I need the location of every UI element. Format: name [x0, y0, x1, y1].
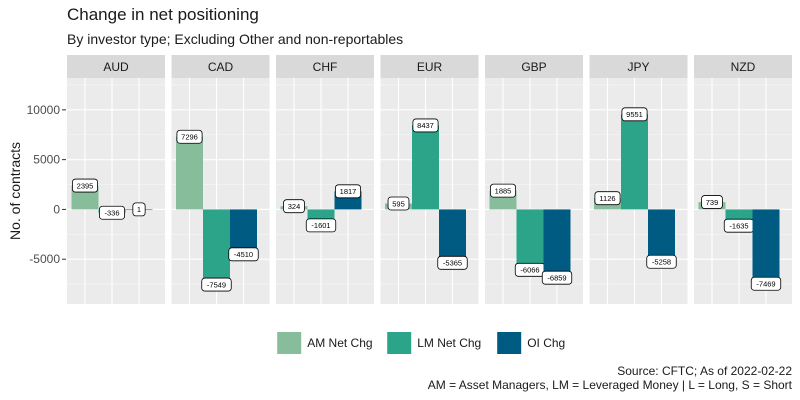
- data-label: 1126: [599, 194, 615, 203]
- facet-strip-label: NZD: [731, 60, 756, 74]
- data-label: -4510: [234, 250, 253, 259]
- data-label: 1885: [495, 186, 512, 195]
- data-label: 9551: [626, 110, 643, 119]
- data-label-box: [305, 218, 337, 233]
- facet-strip: [171, 55, 270, 78]
- data-label-box: [132, 202, 146, 217]
- bar-am-net-chg: [176, 136, 203, 210]
- y-tick-label: -5000: [29, 252, 60, 266]
- y-tick-label: 0: [53, 202, 60, 216]
- abbreviation-note: AM = Asset Managers, LM = Leveraged Mone…: [427, 378, 792, 392]
- facet-strip: [485, 55, 583, 78]
- data-label: 1: [137, 205, 141, 214]
- data-label: -1635: [729, 221, 748, 230]
- data-label-box: [412, 118, 439, 133]
- facet-strip: [380, 55, 479, 78]
- facet-strip: [694, 55, 792, 78]
- y-axis-title: No. of contracts: [7, 142, 23, 240]
- data-label: 8437: [417, 121, 434, 130]
- bar-lm-net-chg: [412, 125, 439, 210]
- data-label-box: [228, 247, 259, 262]
- data-label-box: [541, 270, 573, 285]
- data-label-box: [646, 254, 677, 269]
- facet-strip-label: AUD: [103, 60, 129, 74]
- data-label: -7549: [207, 280, 226, 289]
- chart-caption: Source: CFTC; As of 2022-02-22 AM = Asse…: [428, 364, 792, 392]
- chart-subtitle: By investor type; Excluding Other and no…: [67, 31, 404, 47]
- data-label: 324: [288, 202, 301, 211]
- facet-strip-label: EUR: [417, 60, 443, 74]
- bar-oi-chg: [439, 209, 466, 263]
- data-label-box: [621, 107, 648, 122]
- legend: AM Net Chg LM Net Chg OI Chg: [277, 332, 565, 354]
- bar-oi-chg: [543, 209, 571, 278]
- facet-strip: [589, 55, 688, 78]
- data-label: -1601: [311, 221, 330, 230]
- data-label: 595: [392, 199, 405, 208]
- data-label: 7296: [181, 133, 198, 142]
- data-label-box: [387, 196, 410, 211]
- legend-label: LM Net Chg: [417, 336, 481, 350]
- facet-strip-label: CAD: [208, 60, 234, 74]
- data-label: -336: [104, 209, 119, 218]
- data-label: -7469: [756, 280, 775, 289]
- facet-panel-eur: EUR 595 8437 -5365: [380, 55, 479, 304]
- facet-strip: [276, 55, 374, 78]
- facet-panel-nzd: NZD 739 -1635 -7469: [694, 55, 792, 304]
- y-tick-label: 5000: [33, 153, 60, 167]
- data-label: 2395: [77, 181, 94, 190]
- chart-title: Change in net positioning: [67, 5, 259, 24]
- facet-strip-label: CHF: [313, 60, 338, 74]
- legend-label: AM Net Chg: [307, 336, 372, 350]
- data-label: -5365: [443, 259, 462, 268]
- legend-swatch: [497, 332, 522, 354]
- data-label-box: [99, 205, 126, 220]
- facet-strip-label: JPY: [627, 60, 649, 74]
- data-label: -5258: [652, 258, 671, 267]
- data-label: 739: [706, 198, 719, 207]
- source-note: Source: CFTC; As of 2022-02-22: [617, 364, 792, 378]
- bar-lm-net-chg: [203, 209, 230, 285]
- bar-oi-chg: [752, 209, 780, 284]
- facet-panel-gbp: GBP 1885 -6066 -6859: [485, 55, 583, 304]
- facet-strip: [67, 55, 165, 78]
- facet-panel-jpy: JPY 1126 9551 -5258: [589, 55, 688, 304]
- data-label-box: [72, 178, 99, 193]
- data-label-box: [201, 277, 232, 292]
- y-tick-label: 10000: [27, 103, 61, 117]
- bar-oi-chg: [230, 209, 257, 255]
- data-label: 1817: [340, 187, 357, 196]
- data-label-box: [334, 184, 361, 199]
- data-label-box: [701, 195, 723, 209]
- data-label-box: [750, 276, 782, 291]
- facet-panel-aud: AUD 2395 -336 1: [67, 55, 165, 304]
- facet-strip-label: GBP: [521, 60, 546, 74]
- legend-label: OI Chg: [527, 336, 565, 350]
- bar-oi-chg: [648, 209, 675, 262]
- bar-lm-net-chg: [621, 114, 648, 210]
- facet-panel-cad: CAD 7296 -7549 -4510: [171, 55, 270, 304]
- facet-panel-chf: CHF 324 -1601 1817: [276, 55, 374, 304]
- legend-swatch: [387, 332, 412, 354]
- data-label-box: [594, 191, 621, 206]
- data-label-box: [437, 255, 468, 270]
- data-label: -6066: [520, 266, 539, 275]
- legend-swatch: [277, 332, 302, 354]
- data-label: -6859: [547, 274, 566, 283]
- data-label-box: [176, 129, 203, 144]
- data-label-box: [283, 199, 305, 214]
- bar-lm-net-chg: [516, 209, 544, 270]
- data-label-box: [489, 183, 516, 198]
